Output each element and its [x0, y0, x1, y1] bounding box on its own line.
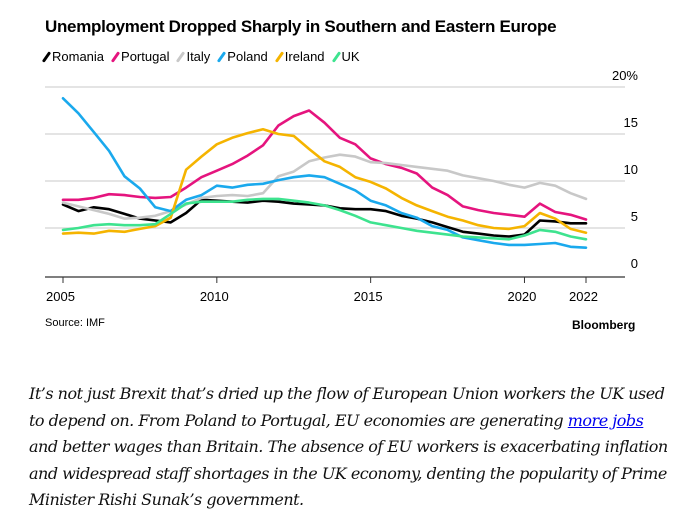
x-tick-label: 2022	[569, 289, 598, 304]
x-tick-label: 2020	[507, 289, 536, 304]
y-tick-label: 0	[631, 256, 638, 271]
y-tick-label: 20%	[612, 68, 638, 83]
legend-label: UK	[341, 49, 360, 64]
chart-legend: Romania Portugal Italy Poland Ireland UK	[41, 49, 360, 64]
y-tick-label: 5	[631, 209, 638, 224]
bloomberg-logo: Bloomberg	[572, 318, 636, 332]
chart-title: Unemployment Dropped Sharply in Southern…	[45, 17, 557, 36]
x-tick-label: 2015	[354, 289, 383, 304]
more-jobs-link[interactable]: more jobs	[567, 410, 644, 430]
y-tick-label: 15	[624, 115, 638, 130]
legend-label: Portugal	[121, 49, 170, 64]
series-line-ireland	[61, 128, 588, 235]
series-line-poland	[61, 97, 588, 249]
chart-plot: 0 5 10 15 20% 2005 2010 2015 2020 2022	[45, 68, 638, 304]
series-line-italy	[61, 153, 588, 220]
legend-item-italy: Italy	[176, 49, 211, 64]
legend-label: Ireland	[284, 49, 325, 64]
legend-label: Poland	[227, 49, 268, 64]
legend-item-poland: Poland	[217, 49, 268, 64]
article-text-1: It’s not just Brexit that’s dried up the…	[29, 384, 665, 430]
article-text-2: and better wages than Britain. The absen…	[29, 437, 668, 509]
source-note: Source: IMF	[45, 317, 105, 329]
legend-label: Romania	[52, 49, 105, 64]
x-tick-label: 2010	[200, 289, 229, 304]
y-tick-label: 10	[624, 162, 638, 177]
legend-item-uk: UK	[331, 49, 360, 64]
legend-item-portugal: Portugal	[110, 49, 170, 64]
legend-label: Italy	[186, 49, 211, 64]
series-line-uk	[61, 197, 588, 241]
x-tick-label: 2005	[46, 289, 75, 304]
legend-item-romania: Romania	[41, 49, 105, 64]
series-line-portugal	[61, 109, 588, 221]
article-paragraph: It’s not just Brexit that’s dried up the…	[29, 381, 669, 514]
legend-item-ireland: Ireland	[274, 49, 325, 64]
